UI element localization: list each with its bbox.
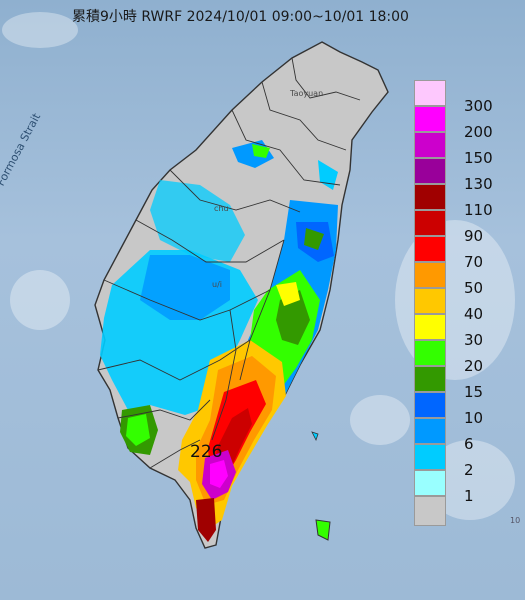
legend-swatch — [414, 80, 446, 106]
legend-swatch — [414, 210, 446, 236]
legend-label: 90 — [464, 227, 484, 245]
edge-label: 10 — [510, 516, 521, 525]
legend-swatch — [414, 158, 446, 184]
legend-label: 6 — [464, 435, 474, 453]
legend-label: 30 — [464, 331, 484, 349]
legend-label: 130 — [464, 175, 493, 193]
legend-swatch — [414, 184, 446, 210]
legend-swatch — [414, 496, 446, 526]
legend-label: 110 — [464, 201, 493, 219]
legend-swatch — [414, 262, 446, 288]
legend-label: 70 — [464, 253, 484, 271]
legend-swatch — [414, 132, 446, 158]
city-label-ui: u/i — [212, 280, 222, 289]
city-label-taoyuan: Taoyuan — [290, 89, 324, 98]
legend-swatch — [414, 314, 446, 340]
legend-label: 1 — [464, 487, 474, 505]
legend-swatch — [414, 288, 446, 314]
legend-swatch — [414, 418, 446, 444]
legend-swatch — [414, 106, 446, 132]
county-boundaries — [97, 57, 361, 469]
legend-swatch — [414, 340, 446, 366]
legend-swatch — [414, 470, 446, 496]
city-label-chu: chu — [214, 204, 229, 213]
legend-swatch — [414, 392, 446, 418]
legend-label: 20 — [464, 357, 484, 375]
legend-label: 300 — [464, 97, 493, 115]
legend-label: 200 — [464, 123, 493, 141]
map-title: 累積9小時 RWRF 2024/10/01 09:00~10/01 18:00 — [72, 9, 409, 25]
legend-swatch — [414, 444, 446, 470]
legend-label: 150 — [464, 149, 493, 167]
legend-swatch — [414, 236, 446, 262]
legend-label: 10 — [464, 409, 484, 427]
legend-label: 2 — [464, 461, 474, 479]
rainfall-shading — [100, 140, 338, 542]
max-rainfall-label: 226 — [190, 442, 223, 462]
legend-swatch — [414, 366, 446, 392]
legend-label: 15 — [464, 383, 484, 401]
legend-label: 40 — [464, 305, 484, 323]
legend-label: 50 — [464, 279, 484, 297]
